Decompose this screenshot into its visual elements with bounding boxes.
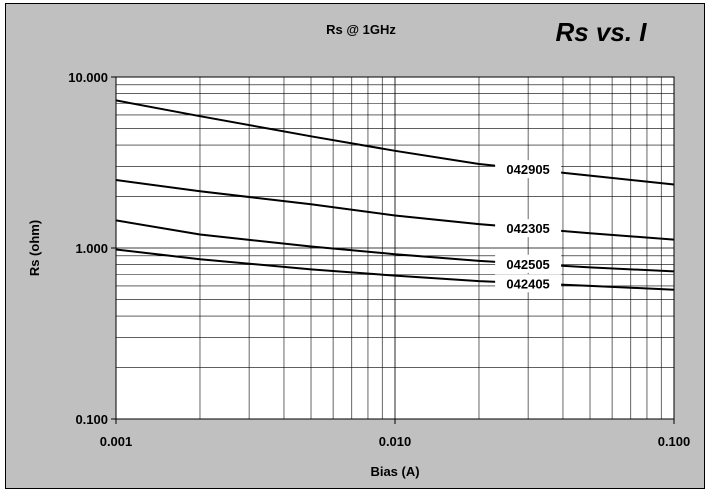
- series-label-box: [495, 219, 562, 238]
- x-tick-labels: 0.001 0.010 0.100: [100, 419, 691, 449]
- x-tick-label: 0.001: [100, 434, 133, 449]
- series-line-042905: [115, 99, 675, 186]
- y-tick-label: 1.000: [75, 241, 108, 256]
- chart-subtitle: Rs vs. I: [555, 17, 647, 47]
- series-label-box: [495, 254, 562, 273]
- chart-title: Rs @ 1GHz: [326, 22, 396, 37]
- series-label-box: [495, 274, 562, 293]
- series-label-042405: 042405: [506, 276, 549, 291]
- y-tick-label: 0.100: [75, 412, 108, 427]
- x-tick-label: 0.010: [379, 434, 412, 449]
- x-axis-label: Bias (A): [370, 464, 419, 479]
- y-tick-labels: 0.100 1.000 10.000: [68, 70, 116, 427]
- series-label-042905: 042905: [506, 162, 549, 177]
- x-tick-label: 0.100: [658, 434, 691, 449]
- series-label-box: [495, 160, 562, 179]
- series-labels: 042905 042305 042505 042405: [495, 160, 562, 293]
- grid: [115, 76, 675, 420]
- series-line-042405: [115, 248, 675, 291]
- chart-frame: 042905 042305 042505 042405 0.001 0.010 0.100…: [5, 3, 705, 489]
- series-line-042305: [115, 179, 675, 241]
- chart-svg: 042905 042305 042505 042405 0.001 0.010 0.100…: [27, 17, 691, 479]
- series-label-042505: 042505: [506, 257, 549, 272]
- y-axis-label: Rs (ohm): [27, 220, 42, 276]
- series-lines: [115, 99, 675, 291]
- series-label-042305: 042305: [506, 221, 549, 236]
- series-line-042505: [115, 219, 675, 273]
- y-tick-label: 10.000: [68, 70, 108, 85]
